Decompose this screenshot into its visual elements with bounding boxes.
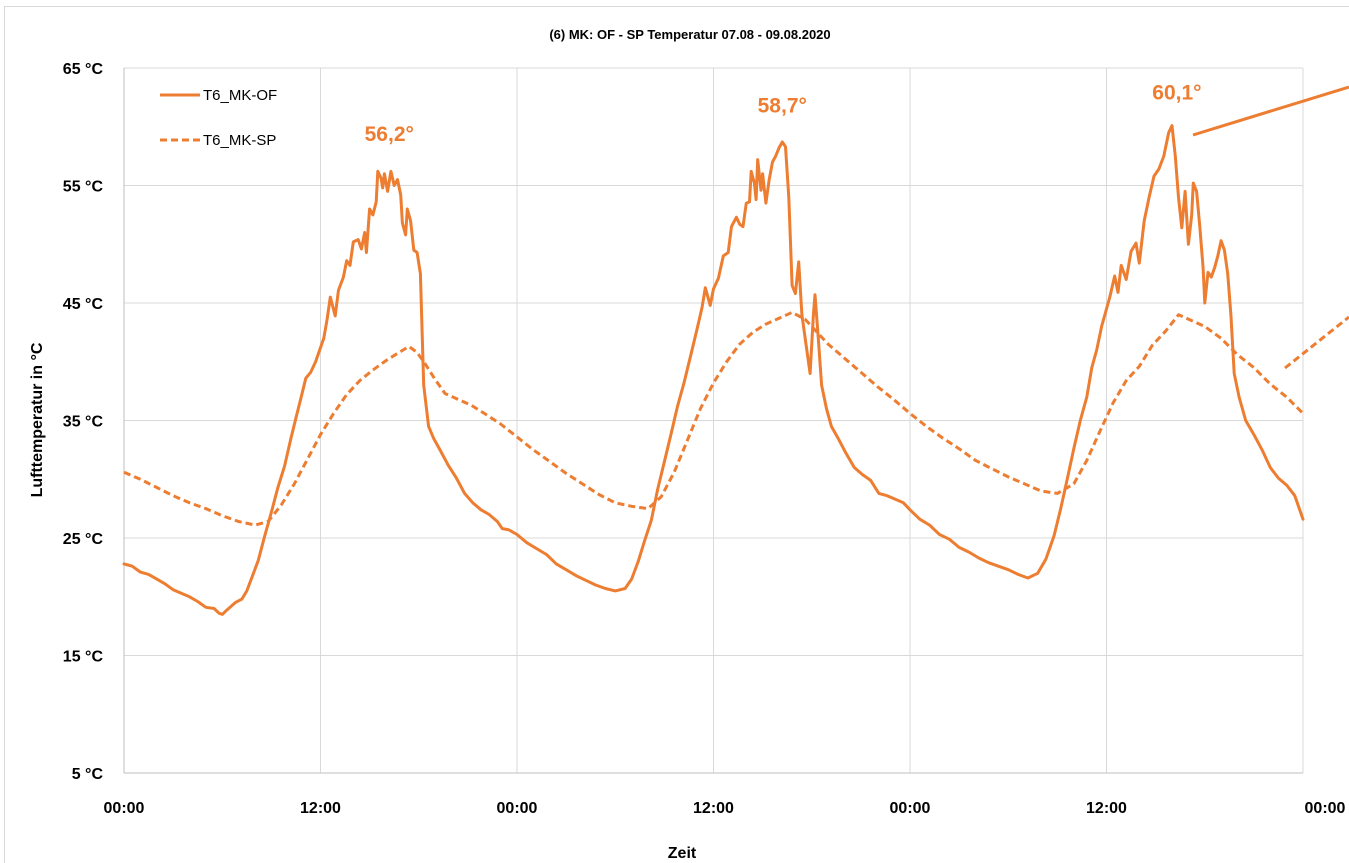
trend-line-dashed [1284, 315, 1349, 370]
peak-label: 60,1° [1152, 82, 1201, 105]
y-tick-label: 35 °C [63, 414, 104, 431]
y-axis-label: Lufttemperatur in °C [29, 342, 46, 497]
y-tick-label: 55 °C [63, 179, 104, 196]
legend-label-dashed: T6_MK-SP [203, 132, 276, 149]
trend-line-solid [1192, 85, 1349, 137]
chart-title: (6) MK: OF - SP Temperatur 07.08 - 09.08… [549, 27, 830, 42]
grid-lines [123, 67, 1304, 774]
x-axis-label: Zeit [668, 845, 697, 862]
series-line-mk-of [122, 124, 1305, 616]
y-tick-label: 65 °C [63, 61, 104, 78]
tick-labels: 5 °C 15 °C 25 °C 35 °C 45 °C 55 °C 65 °C 00:00 1… [63, 61, 1346, 817]
peak-annotations: 56,2° 58,7° 60,1° [365, 82, 1202, 146]
chart-frame [4, 6, 1349, 863]
x-tick-label: 12:00 [693, 800, 734, 817]
legend-label-solid: T6_MK-OF [203, 87, 277, 104]
series-line-mk-sp [123, 310, 1305, 527]
y-tick-label: 5 °C [72, 766, 104, 783]
x-tick-label: 00:00 [497, 800, 538, 817]
x-tick-label: 12:00 [1086, 800, 1127, 817]
peak-label: 56,2° [365, 123, 414, 146]
y-tick-label: 15 °C [63, 649, 104, 666]
x-tick-label: 12:00 [300, 800, 341, 817]
legend: T6_MK-OF T6_MK-SP [160, 87, 277, 149]
x-tick-label: 00:00 [104, 800, 145, 817]
x-tick-label: 00:00 [890, 800, 931, 817]
y-tick-label: 45 °C [63, 296, 104, 313]
y-tick-label: 25 °C [63, 531, 104, 548]
peak-label: 58,7° [758, 95, 807, 118]
x-tick-label: 00:00 [1305, 800, 1346, 817]
series-lines [122, 124, 1305, 616]
trend-segments [1192, 85, 1349, 370]
